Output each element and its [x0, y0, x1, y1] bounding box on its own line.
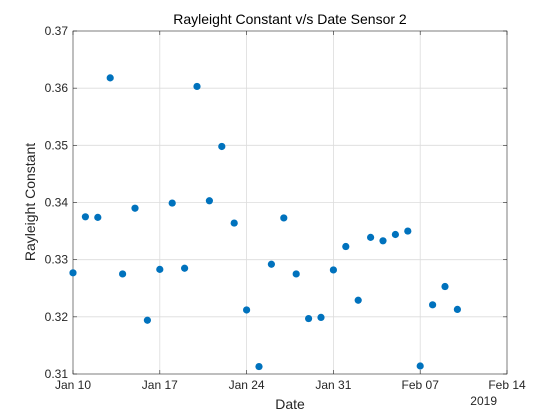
data-point	[81, 213, 89, 221]
data-point	[181, 264, 189, 272]
data-point	[317, 313, 325, 322]
data-point	[429, 301, 437, 309]
x-axis-label: Date	[275, 396, 305, 412]
data-point	[94, 213, 102, 221]
data-point	[156, 265, 164, 273]
x-tick-label: Jan 24	[229, 378, 265, 392]
data-point	[255, 362, 263, 371]
y-tick-labels: 0.31 0.32 0.33 0.34 0.35 0.36 0.37	[45, 24, 69, 381]
y-tick-label: 0.32	[45, 310, 69, 324]
data-point	[354, 296, 362, 304]
data-point	[243, 306, 251, 314]
y-tick-label: 0.33	[45, 253, 69, 267]
data-point	[267, 260, 275, 268]
x-tick-label: Jan 10	[55, 378, 91, 392]
y-axis-label: Rayleight Constant	[22, 143, 38, 261]
data-point	[69, 269, 77, 277]
x-secondary-label: 2019	[470, 394, 497, 408]
data-point	[391, 230, 399, 239]
data-point	[218, 142, 226, 151]
y-tick-label: 0.36	[45, 81, 69, 95]
data-point	[329, 266, 337, 274]
x-tick-labels: Jan 10 Jan 17 Jan 24 Jan 31 Feb 07 Feb 14	[55, 378, 526, 392]
data-point	[106, 74, 114, 82]
data-point	[441, 282, 449, 291]
x-tick-label: Feb 07	[402, 378, 440, 392]
data-point	[168, 199, 176, 207]
data-point	[342, 242, 350, 251]
data-point	[416, 362, 424, 370]
data-point	[143, 316, 151, 324]
data-point	[404, 227, 412, 235]
y-tick-label: 0.34	[45, 196, 69, 210]
y-tick-label: 0.31	[45, 367, 69, 381]
x-tick-label: Jan 31	[315, 378, 351, 392]
chart-title: Rayleight Constant v/s Date Sensor 2	[173, 11, 407, 27]
grid-lines	[73, 31, 507, 374]
data-point	[453, 305, 461, 314]
y-tick-label: 0.37	[45, 24, 69, 38]
y-tick-label: 0.35	[45, 138, 69, 152]
data-point	[205, 197, 213, 205]
data-point	[367, 233, 375, 241]
data-point	[379, 237, 387, 245]
data-point	[280, 214, 288, 222]
x-tick-label: Jan 17	[142, 378, 178, 392]
data-point	[230, 219, 238, 227]
x-tick-label: Feb 14	[488, 378, 526, 392]
data-point	[193, 82, 201, 91]
axis-ticks	[72, 30, 508, 375]
data-point	[305, 314, 313, 323]
data-point	[119, 270, 127, 278]
data-points	[69, 74, 461, 371]
data-point	[292, 270, 300, 278]
data-point	[131, 204, 139, 212]
